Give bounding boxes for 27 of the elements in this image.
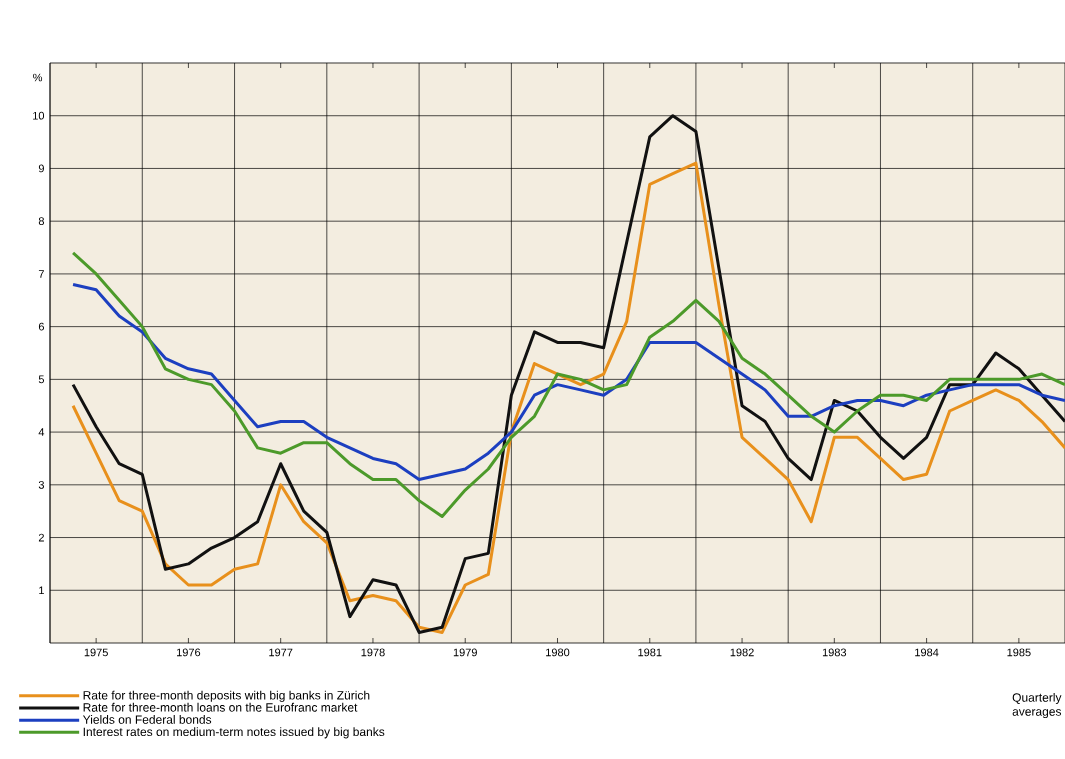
y-tick-label: 3 — [38, 480, 44, 489]
legend-label: Yields on Federal bonds — [82, 715, 212, 724]
legend-label: Interest rates on medium-term notes issued by big banks — [83, 727, 385, 739]
x-tick-label: 1982 — [730, 648, 754, 657]
x-tick-label: 1980 — [546, 648, 570, 657]
legend-label: Rate for three-month deposits with big banks in Zürich — [83, 690, 370, 702]
y-tick-label: 5 — [38, 375, 45, 384]
y-tick-label: 1 — [39, 586, 44, 595]
x-tick-label: 1975 — [84, 648, 108, 657]
x-tick-label: 1976 — [177, 648, 201, 657]
text: Quarterly averages — [1012, 692, 1062, 719]
y-tick-label: 6 — [38, 322, 44, 331]
y-tick-label: 2 — [38, 533, 44, 542]
x-tick-label: 1977 — [269, 648, 293, 657]
legend-label: Rate for three-month loans on the Eurofranc market — [83, 702, 358, 712]
y-tick-label: 4 — [38, 428, 45, 436]
y-tick-label: 7 — [38, 270, 44, 278]
y-tick-label: 9 — [38, 164, 44, 173]
y-tick-label: 8 — [38, 217, 44, 226]
y-tick-label: 10 — [33, 111, 45, 120]
x-tick-label: 1979 — [453, 648, 477, 657]
x-tick-label: 1981 — [638, 648, 662, 657]
x-tick-label: 1983 — [822, 648, 847, 657]
y-axis-title: % — [33, 73, 43, 82]
x-tick-label: 1984 — [915, 648, 939, 657]
x-tick-label: 1978 — [361, 648, 385, 657]
x-tick-label: 1985 — [1007, 648, 1031, 657]
